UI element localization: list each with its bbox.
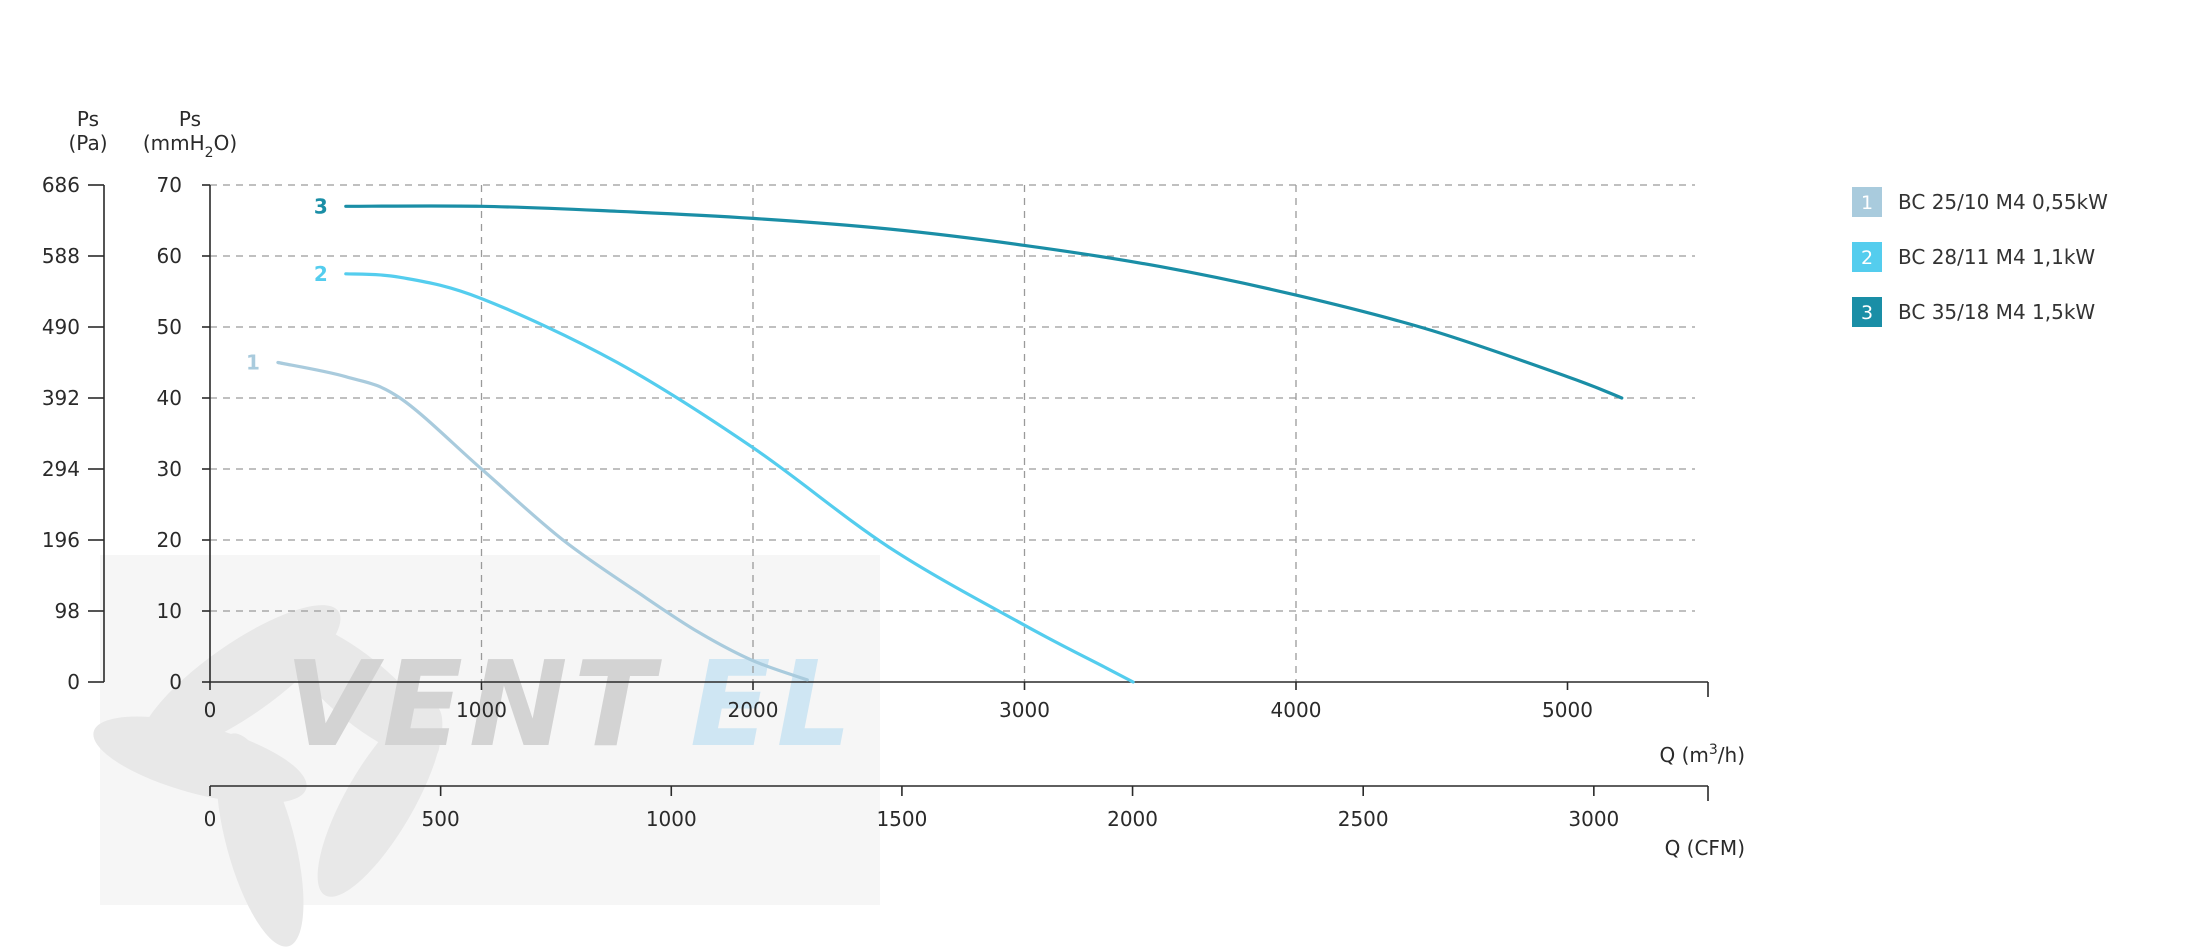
x-axis-m3h-label: Q (m3/h) [1659, 742, 1745, 767]
watermark-text-el: EL [690, 635, 858, 773]
y-axis-pa-label-line1: Ps [77, 107, 99, 131]
legend-swatch-number-1: 1 [1861, 192, 1873, 214]
x-tick-label-cfm: 3000 [1568, 807, 1619, 831]
legend-swatch-3 [1852, 297, 1882, 327]
x-tick-label-m3h: 5000 [1542, 698, 1593, 722]
series-line-2 [344, 272, 1135, 684]
m3h-pre: Q (m [1659, 743, 1708, 767]
y-tick-label-pa: 392 [42, 386, 80, 410]
legend-label-1: BC 25/10 M4 0,55kW [1898, 190, 2108, 214]
y-tick-label-pa: 0 [67, 670, 80, 694]
x-tick-label-m3h: 0 [204, 698, 217, 722]
m3h-post: /h) [1718, 743, 1745, 767]
x-tick-label-cfm: 2500 [1338, 807, 1389, 831]
legend-swatch-number-3: 3 [1861, 302, 1873, 324]
x-tick-label-m3h: 3000 [999, 698, 1050, 722]
y-tick-label-pa: 196 [42, 528, 80, 552]
x-tick-label-cfm: 0 [204, 807, 217, 831]
legend-swatch-number-2: 2 [1861, 247, 1873, 269]
y-tick-label-mmh2o: 10 [157, 599, 182, 623]
performance-curves [276, 204, 1624, 684]
legend: 1 BC 25/10 M4 0,55kW 2 BC 28/11 M4 1,1kW 3 BC… [1852, 187, 2108, 327]
y-tick-label-mmh2o: 30 [157, 457, 182, 481]
y-tick-label-pa: 98 [55, 599, 80, 623]
legend-label-2: BC 28/11 M4 1,1kW [1898, 245, 2095, 269]
x-tick-label-cfm: 1000 [646, 807, 697, 831]
curve-label-2: 2 [314, 262, 328, 286]
curve-label-3: 3 [314, 194, 328, 218]
y-tick-label-pa: 294 [42, 457, 80, 481]
curve-label-1: 1 [246, 351, 260, 375]
watermark-logo: VENT EL [93, 555, 880, 947]
legend-swatch-2 [1852, 242, 1882, 272]
y-tick-label-pa: 588 [42, 244, 80, 268]
y-axis-mmh2o-label-line2: (mmH2O) [143, 131, 237, 161]
y-tick-label-pa: 686 [42, 173, 80, 197]
x-tick-label-m3h: 1000 [456, 698, 507, 722]
series-line-1 [276, 360, 809, 682]
mmh2o-pre: (mmH [143, 131, 205, 155]
legend-swatch-1 [1852, 187, 1882, 217]
x-tick-label-cfm: 1500 [876, 807, 927, 831]
m3h-sup: 3 [1709, 742, 1718, 758]
y-tick-label-mmh2o: 70 [157, 173, 182, 197]
mmh2o-post: O) [214, 131, 238, 155]
x-tick-label-cfm: 2000 [1107, 807, 1158, 831]
series-line-3 [344, 204, 1624, 400]
grid-lines [210, 184, 1695, 682]
y-tick-label-mmh2o: 20 [157, 528, 182, 552]
x-tick-label-m3h: 4000 [1271, 698, 1322, 722]
curve-number-labels: 1 2 3 [246, 194, 328, 374]
x-axis-cfm-label: Q (CFM) [1665, 836, 1745, 860]
y-tick-label-mmh2o: 50 [157, 315, 182, 339]
y-tick-label-mmh2o: 40 [157, 386, 182, 410]
legend-label-3: BC 35/18 M4 1,5kW [1898, 300, 2095, 324]
y-tick-label-mmh2o: 60 [157, 244, 182, 268]
y-tick-label-mmh2o: 0 [169, 670, 182, 694]
y-axis-mmh2o-label-line1: Ps [179, 107, 201, 131]
x-tick-label-cfm: 500 [422, 807, 460, 831]
x-tick-label-m3h: 2000 [728, 698, 779, 722]
axes [88, 184, 1709, 801]
mmh2o-sub: 2 [205, 145, 214, 161]
y-axis-pa-label-line2: (Pa) [68, 131, 107, 155]
watermark-text-vent: VENT [285, 635, 663, 773]
y-tick-label-pa: 490 [42, 315, 80, 339]
